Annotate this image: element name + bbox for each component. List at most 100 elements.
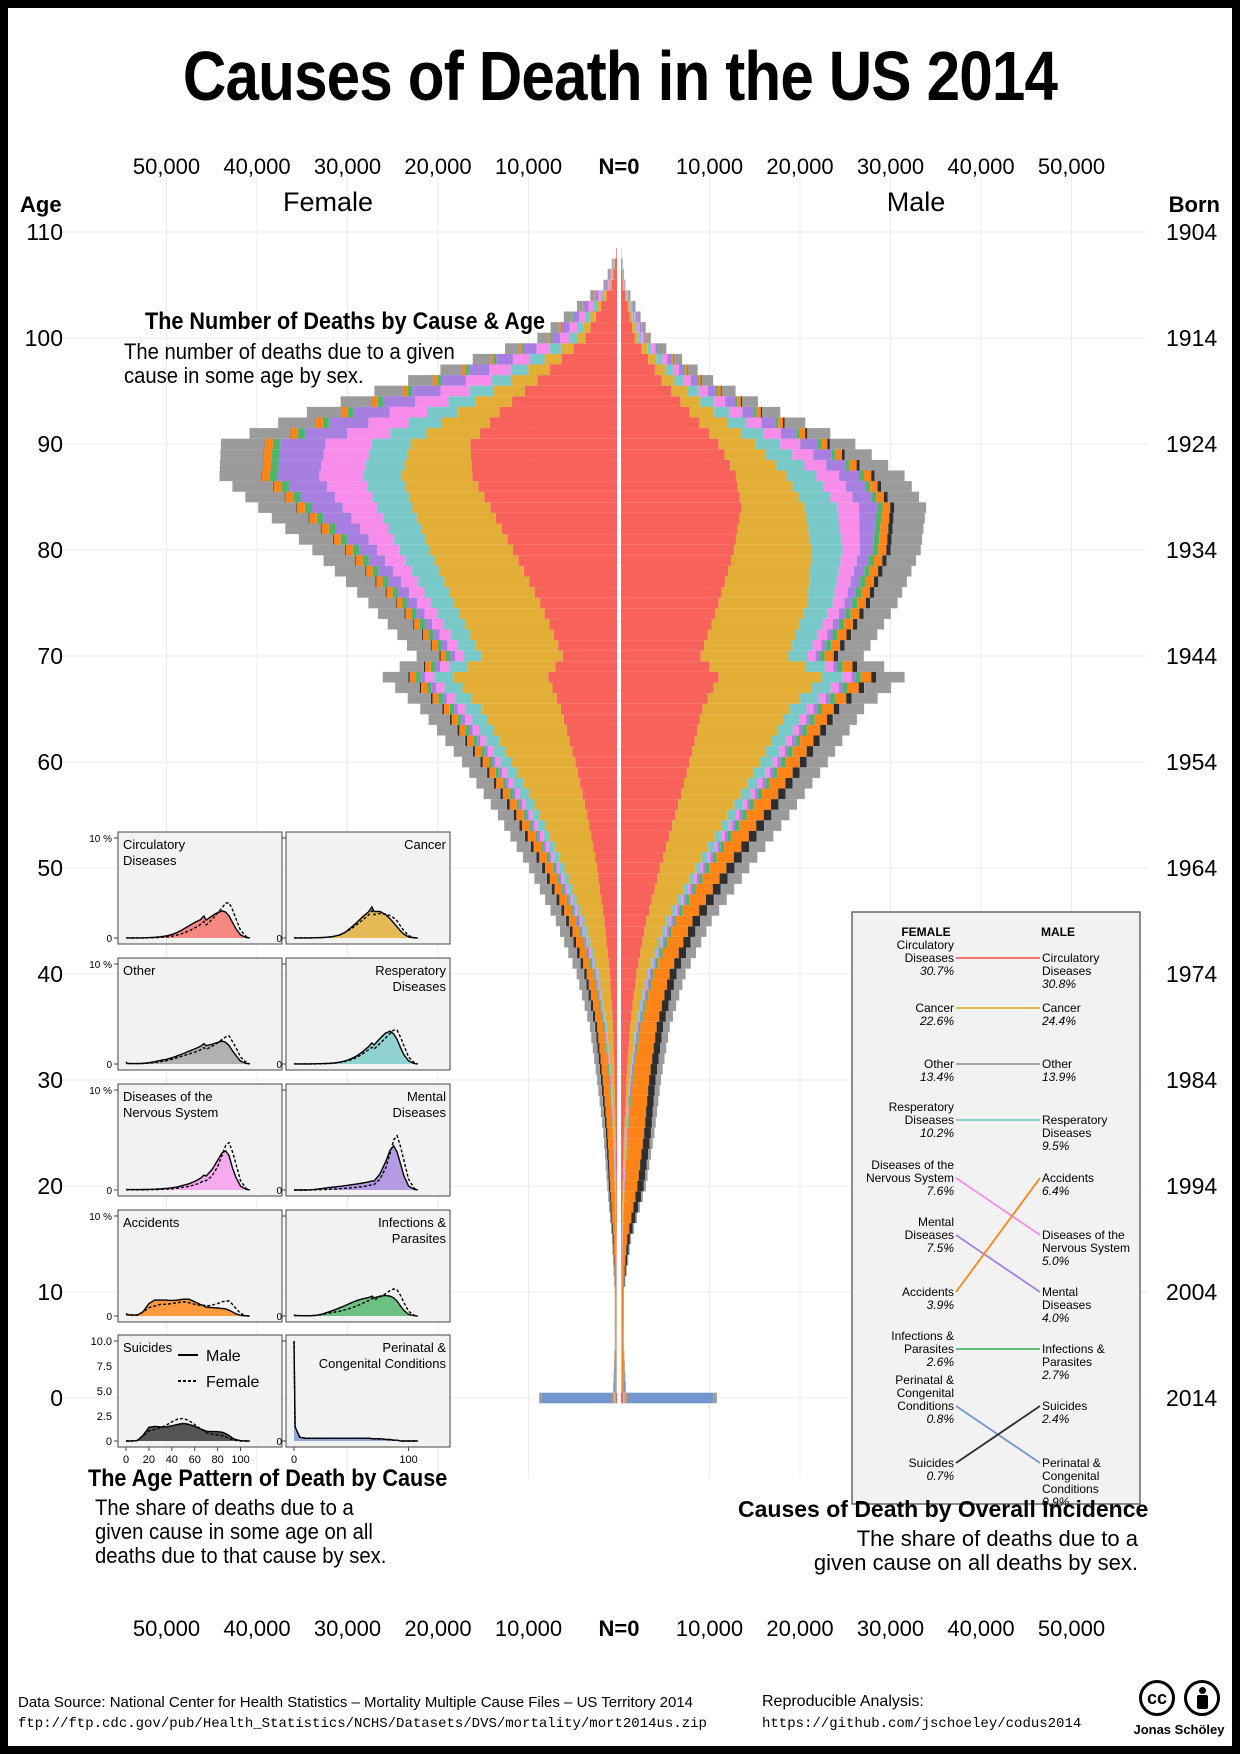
panel-top-tick-label: 10 % [89, 834, 112, 845]
male-bar-segment [816, 703, 823, 715]
female-bar-segment [611, 1000, 617, 1012]
female-bar-segment [610, 1095, 612, 1107]
male-bar-segment [621, 428, 710, 439]
female-bar-segment [611, 1212, 613, 1224]
female-bar-segment [615, 1201, 617, 1213]
age-tick-label: 80 [37, 537, 63, 563]
female-bar-segment [609, 1085, 611, 1096]
male-bar-segment [800, 735, 814, 747]
female-bar-segment [351, 512, 383, 524]
female-bar-segment [517, 767, 578, 778]
incidence-male-label: Parasites [1042, 1355, 1092, 1369]
male-bar-segment [621, 671, 719, 683]
male-bar-segment [628, 1106, 630, 1118]
female-bar-segment [263, 449, 272, 460]
incidence-annotation-body: The share of deaths due to a given cause… [813, 1526, 1138, 1575]
female-bar-segment [613, 1265, 615, 1277]
female-bar-segment [611, 1106, 612, 1118]
incidence-male-pct: 24.4% [1041, 1014, 1076, 1028]
female-bar-segment [512, 544, 617, 556]
female-bar-segment [347, 406, 354, 418]
male-bar-segment [842, 671, 852, 683]
incidence-panel: FEMALE MALECirculatoryDiseases30.7%Circul… [851, 911, 1141, 1509]
male-bar-segment [690, 883, 693, 895]
male-bar-segment [838, 565, 854, 577]
female-bar-segment [334, 565, 366, 577]
male-bar-segment [652, 958, 655, 969]
female-bar-segment [526, 809, 529, 821]
male-bar-segment [672, 364, 679, 376]
x-tick-label-male: 20,000 [766, 1616, 833, 1641]
female-bar-segment [390, 428, 427, 439]
female-bar-segment [603, 1106, 606, 1118]
data-source-url[interactable]: ftp://ftp.cdc.gov/pub/Health_Statistics/… [18, 1716, 707, 1732]
male-bar-segment [889, 512, 894, 524]
male-bar-segment [625, 1085, 629, 1096]
male-bar-segment [761, 417, 776, 429]
male-bar-segment [637, 1032, 639, 1043]
male-bar-segment [810, 565, 839, 577]
male-bar-segment [874, 587, 903, 598]
male-bar-segment [806, 512, 839, 524]
male-bar-segment [799, 724, 803, 736]
age-tick-label: 50 [37, 855, 63, 881]
female-bar-segment [600, 1106, 604, 1118]
female-bar-segment [596, 979, 598, 990]
female-bar-segment [296, 502, 298, 513]
repro-url[interactable]: https://github.com/jschoeley/codus2014 [762, 1716, 1082, 1732]
male-bar-segment [621, 703, 703, 715]
male-bar-segment [686, 894, 690, 906]
female-bar-segment [399, 661, 424, 672]
female-bar-segment [382, 576, 389, 588]
female-bar-segment [607, 279, 609, 291]
female-bar-segment [500, 788, 503, 800]
male-bar-segment [638, 1011, 640, 1022]
born-tick-label: 1964 [1166, 855, 1217, 881]
male-bar-segment [709, 661, 806, 672]
female-bar-segment [441, 375, 466, 386]
male-bar-segment [631, 1074, 633, 1086]
male-bar-segment [874, 576, 879, 588]
male-bar-segment [886, 544, 891, 556]
male-bar-segment [646, 1106, 653, 1118]
female-bar-segment [593, 947, 608, 959]
male-bar-segment [621, 693, 708, 704]
female-bar-segment [606, 1032, 608, 1043]
female-bar-segment [612, 269, 614, 280]
male-bar-segment [621, 1307, 623, 1319]
female-bar-segment [279, 449, 324, 460]
male-bar-segment [636, 968, 647, 980]
male-bar-segment [655, 958, 659, 969]
male-bar-segment [646, 915, 667, 927]
female-bar-segment [593, 841, 617, 853]
female-bar-segment [616, 1180, 617, 1192]
female-bar-segment [576, 915, 578, 927]
male-bar-segment [678, 947, 687, 959]
female-bar-segment [465, 364, 469, 376]
x-tick-label-male: 30,000 [857, 154, 924, 179]
male-bar-segment [623, 1286, 624, 1298]
female-bar-segment [457, 703, 465, 715]
incidence-male-label: Diseases [1042, 1298, 1091, 1312]
male-bar-segment [824, 650, 834, 662]
male-bar-segment [644, 989, 647, 1001]
male-bar-segment [625, 1254, 628, 1266]
female-bar-segment [603, 290, 607, 301]
female-bar-segment [376, 576, 383, 588]
male-bar-segment [874, 470, 905, 482]
female-bar-segment [398, 587, 410, 598]
male-bar-segment [777, 767, 793, 778]
male-bar-segment [630, 300, 632, 312]
male-bar-segment [653, 1042, 661, 1054]
female-bar-segment [430, 693, 433, 704]
female-bar-segment [615, 1148, 617, 1160]
female-bar-segment [584, 300, 589, 312]
male-bar-segment [671, 915, 674, 927]
female-bar-segment [410, 438, 471, 450]
male-bar-segment [621, 1095, 626, 1107]
male-bar-segment [726, 862, 735, 874]
female-bar-segment [325, 438, 372, 450]
female-bar-segment [487, 746, 494, 757]
female-bar-segment [615, 1392, 617, 1404]
